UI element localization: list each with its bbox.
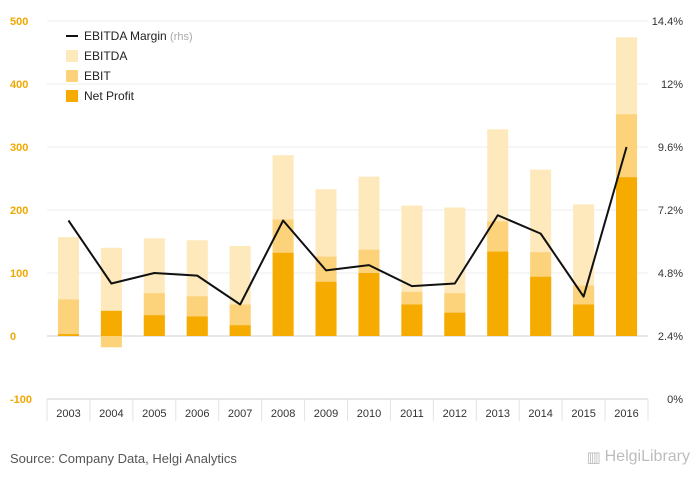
x-tick-label: 2008 [271,408,295,420]
legend-label-ebitda-margin: EBITDA Margin (rhs) [84,29,193,43]
bar-net-profit [401,304,423,336]
brand-name: HelgiLibrary [604,448,690,465]
margin-line [67,146,628,306]
source-note: Source: Company Data, Helgi Analytics [10,451,237,466]
bars [57,37,638,348]
legend-swatch-net-profit [66,90,78,102]
bar-net-profit [573,304,595,336]
bar-net-profit [143,315,165,336]
y-tick-label: 100 [10,268,28,280]
x-tick-label: 2015 [571,408,595,420]
gridlines [47,20,648,400]
ebitda-margin-line [67,146,628,306]
y2-tick-label: 9.6% [658,142,683,154]
y2-tick-label: 12% [661,79,683,91]
bar-net-profit [100,310,122,336]
bar-net-profit [444,312,466,336]
y-tick-label: 500 [10,16,28,28]
legend: EBITDA Margin (rhs) EBITDA EBIT Net Profit [66,29,193,103]
bar-net-profit [358,273,380,336]
legend-label-net-profit: Net Profit [84,89,135,103]
y2-tick-label: 0% [667,394,683,406]
bar-net-profit [57,334,79,336]
bar-net-profit [487,251,509,336]
bar-net-profit [272,252,294,336]
bar-net-profit [315,281,337,336]
x-tick-label: 2003 [56,408,80,420]
x-tick-label: 2013 [486,408,510,420]
x-tick-label: 2007 [228,408,252,420]
y2-tick-label: 7.2% [658,205,683,217]
legend-note-rhs: (rhs) [170,31,193,43]
bar-ebit [57,299,79,336]
x-tick-label: 2005 [142,408,166,420]
legend-label-ebitda: EBITDA [84,49,127,63]
library-icon: ▥ [586,449,601,466]
y-tick-label: 0 [10,331,16,343]
y-tick-label: 300 [10,142,28,154]
bar-net-profit [186,316,208,336]
bar-net-profit [616,177,638,336]
y-tick-label: 200 [10,205,28,217]
bar-net-profit [229,325,251,336]
x-tick-label: 2010 [357,408,381,420]
x-tick-label: 2009 [314,408,338,420]
y2-tick-label: 4.8% [658,268,683,280]
y2-tick-label: 2.4% [658,331,683,343]
x-tick-label: 2004 [99,408,123,420]
legend-swatch-ebitda [66,50,78,62]
chart: -100 0 100 200 300 400 500 0% 2.4% 4.8% 7.2% 9.6% 12… [10,16,683,421]
axes: -100 0 100 200 300 400 500 0% 2.4% 4.8% 7.2% 9.6% 12… [10,16,683,421]
y-tick-label: 400 [10,79,28,91]
legend-label-ebit: EBIT [84,69,111,83]
brand-logo: ▥ HelgiLibrary [586,448,690,466]
bar-ebit [100,336,122,348]
legend-swatch-ebit [66,70,78,82]
x-tick-label: 2016 [614,408,638,420]
bar-net-profit [530,276,552,336]
x-tick-label: 2012 [443,408,467,420]
x-tick-label: 2014 [528,408,552,420]
y-tick-label: -100 [10,394,32,406]
x-tick-label: 2011 [400,408,424,420]
x-tick-label: 2006 [185,408,209,420]
y2-tick-label: 14.4% [652,16,683,28]
